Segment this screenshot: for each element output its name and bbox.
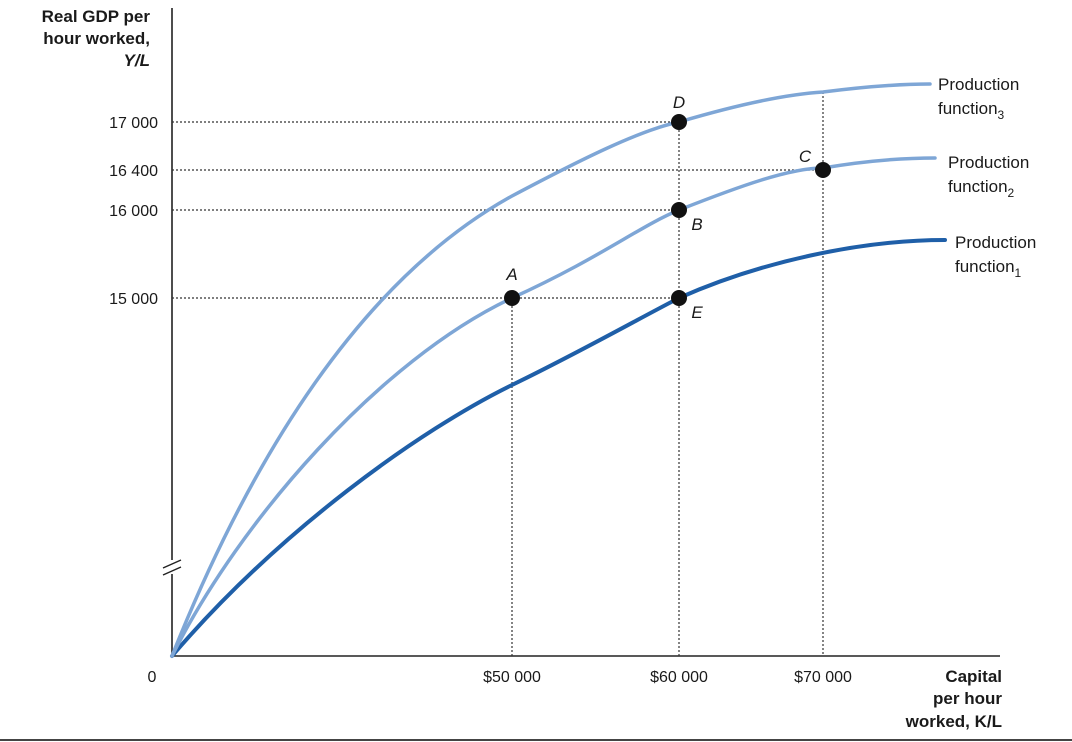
x-tick-label: $50 000 <box>483 669 541 686</box>
x-tick-label: $70 000 <box>794 669 852 686</box>
x-axis-title-line-3: worked, K/L <box>905 712 1002 731</box>
y-tick-labels: 15 000 16 000 16 400 17 000 <box>109 115 158 308</box>
y-axis-title: Real GDP per hour worked, Y/L <box>42 7 151 70</box>
curve-labels: Production function1 Production function2 Pr… <box>938 75 1036 280</box>
production-function-2-curve <box>170 156 937 658</box>
x-tick-labels: $50 000 $60 000 $70 000 <box>483 669 852 686</box>
production-function-1-curve <box>170 238 947 658</box>
curve-label-2-main: Production <box>948 153 1029 172</box>
x-tick-label: $60 000 <box>650 669 708 686</box>
y-axis-title-line-1: Real GDP per <box>42 7 151 26</box>
point-label-A: A <box>505 265 517 284</box>
point-E <box>671 290 687 306</box>
curve-label-1-main: Production <box>955 233 1036 252</box>
y-tick-label: 15 000 <box>109 291 158 308</box>
curve-label-1-sub: function1 <box>955 257 1022 280</box>
point-label-D: D <box>673 93 685 112</box>
y-tick-label: 17 000 <box>109 115 158 132</box>
data-points: A B C D E <box>504 93 831 322</box>
curve-label-3-sub: function3 <box>938 99 1005 122</box>
guide-lines <box>172 92 824 656</box>
y-tick-label: 16 400 <box>109 163 158 180</box>
curve-label-2-sub: function2 <box>948 177 1015 200</box>
y-axis-break <box>162 559 182 576</box>
x-axis-title-line-1: Capital <box>945 667 1002 686</box>
y-axis-title-line-3: Y/L <box>124 51 150 70</box>
point-label-C: C <box>799 147 812 166</box>
y-tick-label: 16 000 <box>109 203 158 220</box>
y-axis-title-line-2: hour worked, <box>43 29 150 48</box>
point-label-B: B <box>691 215 702 234</box>
x-axis-title-line-2: per hour <box>933 689 1002 708</box>
curve-label-3-main: Production <box>938 75 1019 94</box>
production-function-3-curve <box>170 82 932 658</box>
point-C <box>815 162 831 178</box>
point-A <box>504 290 520 306</box>
point-D <box>671 114 687 130</box>
point-label-E: E <box>691 303 703 322</box>
point-B <box>671 202 687 218</box>
x-axis-title: Capital per hour worked, K/L <box>905 667 1003 731</box>
origin-label: 0 <box>148 669 157 686</box>
